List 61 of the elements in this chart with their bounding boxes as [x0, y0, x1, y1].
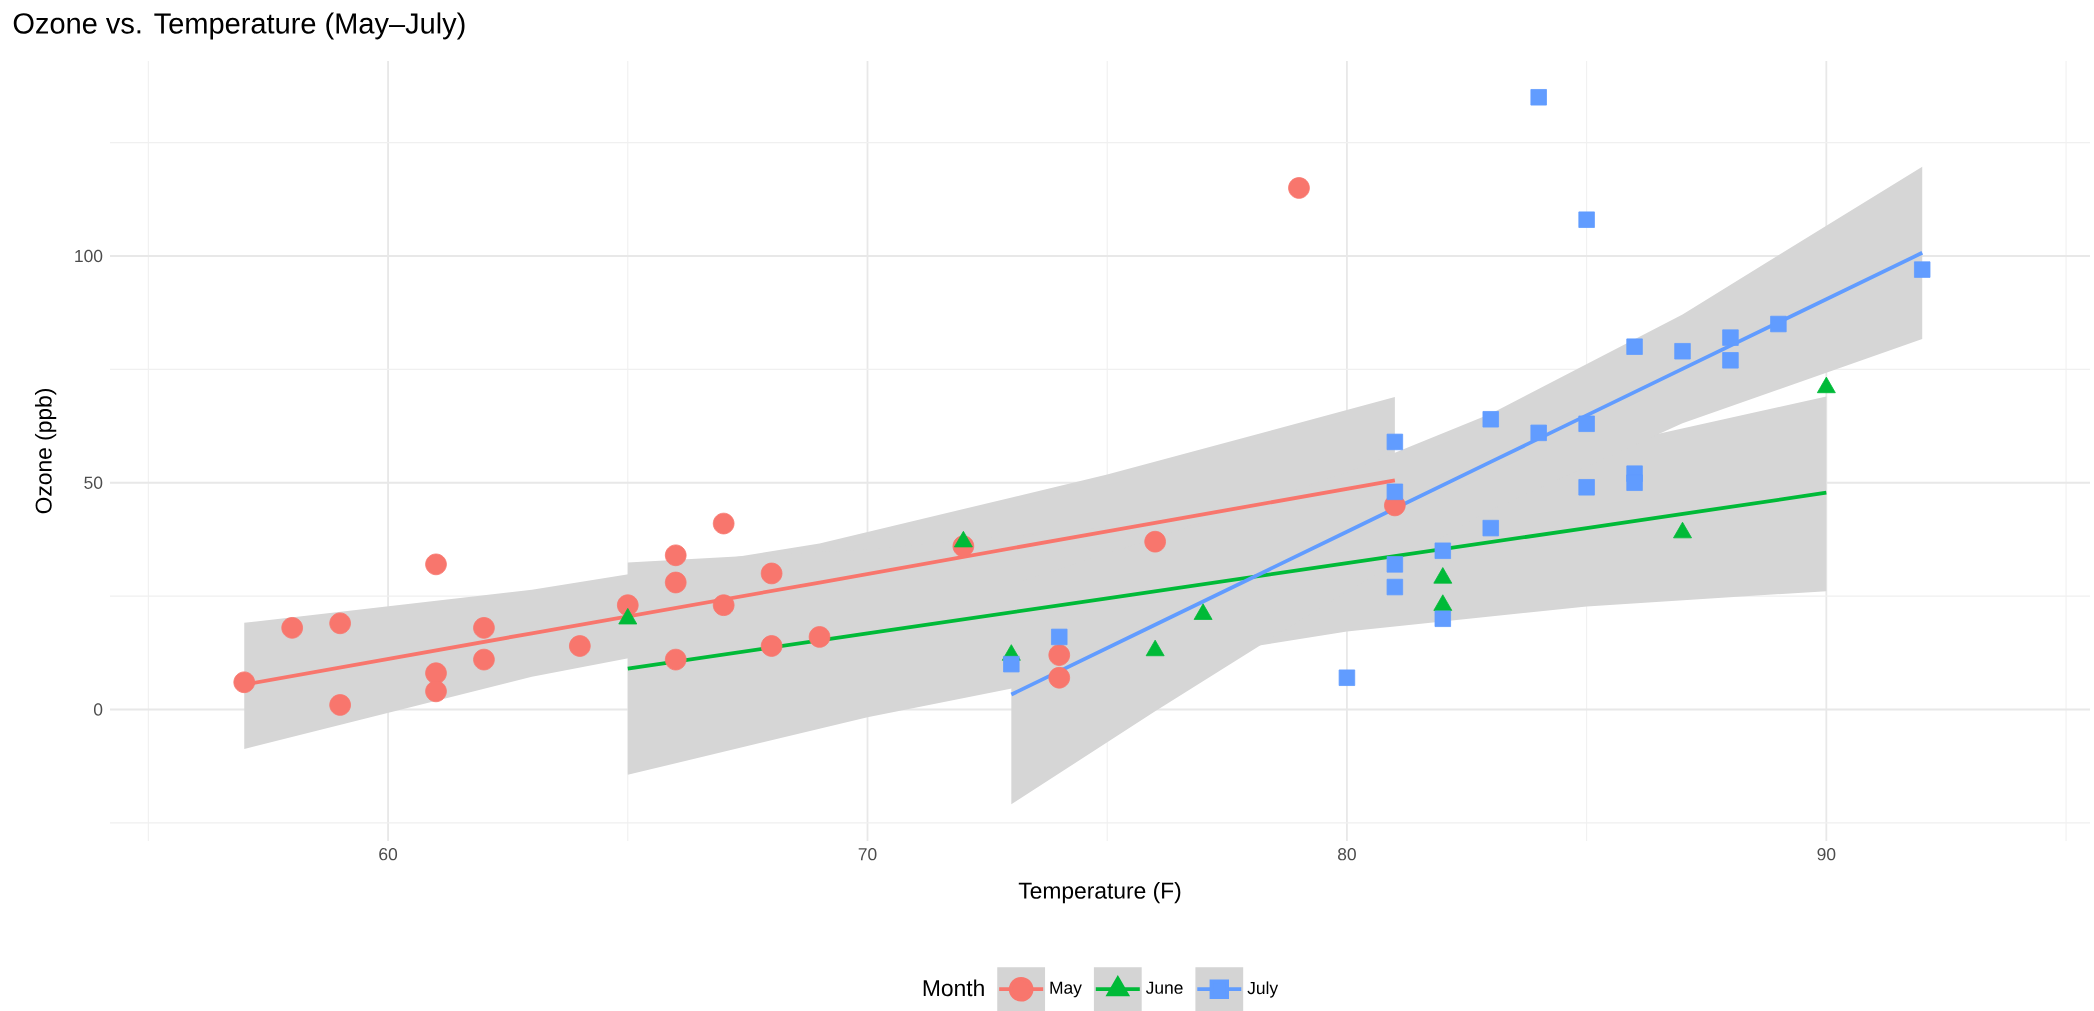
legend-label: June	[1145, 981, 1183, 994]
point	[1048, 644, 1071, 666]
line-series	[1009, 250, 1925, 697]
point	[1626, 474, 1643, 491]
point	[281, 617, 303, 639]
point	[425, 662, 447, 685]
point	[1338, 669, 1356, 686]
point	[1434, 610, 1451, 627]
point	[1288, 177, 1310, 199]
point	[1578, 415, 1595, 432]
point	[1048, 666, 1071, 689]
chart-title: Ozone vs. Temperature (May–July)	[13, 12, 465, 40]
x-axis-title: Temperature (F)	[1018, 882, 1181, 904]
point	[664, 544, 687, 567]
point	[712, 512, 735, 535]
y-tick-label: 50	[84, 476, 103, 489]
point	[664, 648, 687, 671]
point	[473, 648, 495, 671]
point	[1386, 578, 1404, 596]
y-axis-title: Ozone (ppb)	[34, 389, 57, 514]
point	[1051, 628, 1068, 646]
point	[329, 694, 351, 716]
point	[425, 553, 447, 576]
point	[473, 617, 495, 639]
point	[1530, 424, 1547, 442]
point	[712, 594, 735, 616]
point	[1626, 338, 1643, 355]
x-tick-label: 90	[1817, 848, 1836, 861]
point	[1003, 655, 1020, 673]
point	[1914, 261, 1931, 278]
x-tick-label: 80	[1337, 848, 1356, 861]
point	[569, 635, 591, 657]
point	[1722, 352, 1739, 369]
point	[1722, 329, 1739, 346]
point	[1386, 483, 1404, 501]
point	[1770, 315, 1787, 333]
point	[1578, 479, 1595, 496]
legend-label: July	[1247, 981, 1279, 998]
point	[329, 612, 351, 635]
point	[1482, 519, 1499, 537]
line-series	[625, 490, 1829, 671]
y-tick-label: 0	[93, 703, 103, 716]
point	[1530, 89, 1547, 106]
point	[1482, 411, 1499, 428]
x-tick-label: 70	[858, 848, 877, 861]
point	[1434, 542, 1451, 559]
y-tick-label: 100	[75, 249, 103, 263]
point	[1578, 211, 1595, 228]
point	[760, 635, 783, 657]
legend-label: May	[1050, 981, 1082, 998]
point	[425, 680, 447, 703]
point	[1674, 343, 1691, 360]
point	[1386, 433, 1404, 451]
x-tick-label: 60	[379, 848, 398, 861]
point	[1144, 530, 1166, 553]
point	[1386, 556, 1404, 573]
point	[808, 626, 831, 648]
legend-title: Month	[923, 979, 984, 997]
point	[760, 562, 783, 585]
point	[664, 571, 687, 594]
point	[233, 671, 256, 694]
